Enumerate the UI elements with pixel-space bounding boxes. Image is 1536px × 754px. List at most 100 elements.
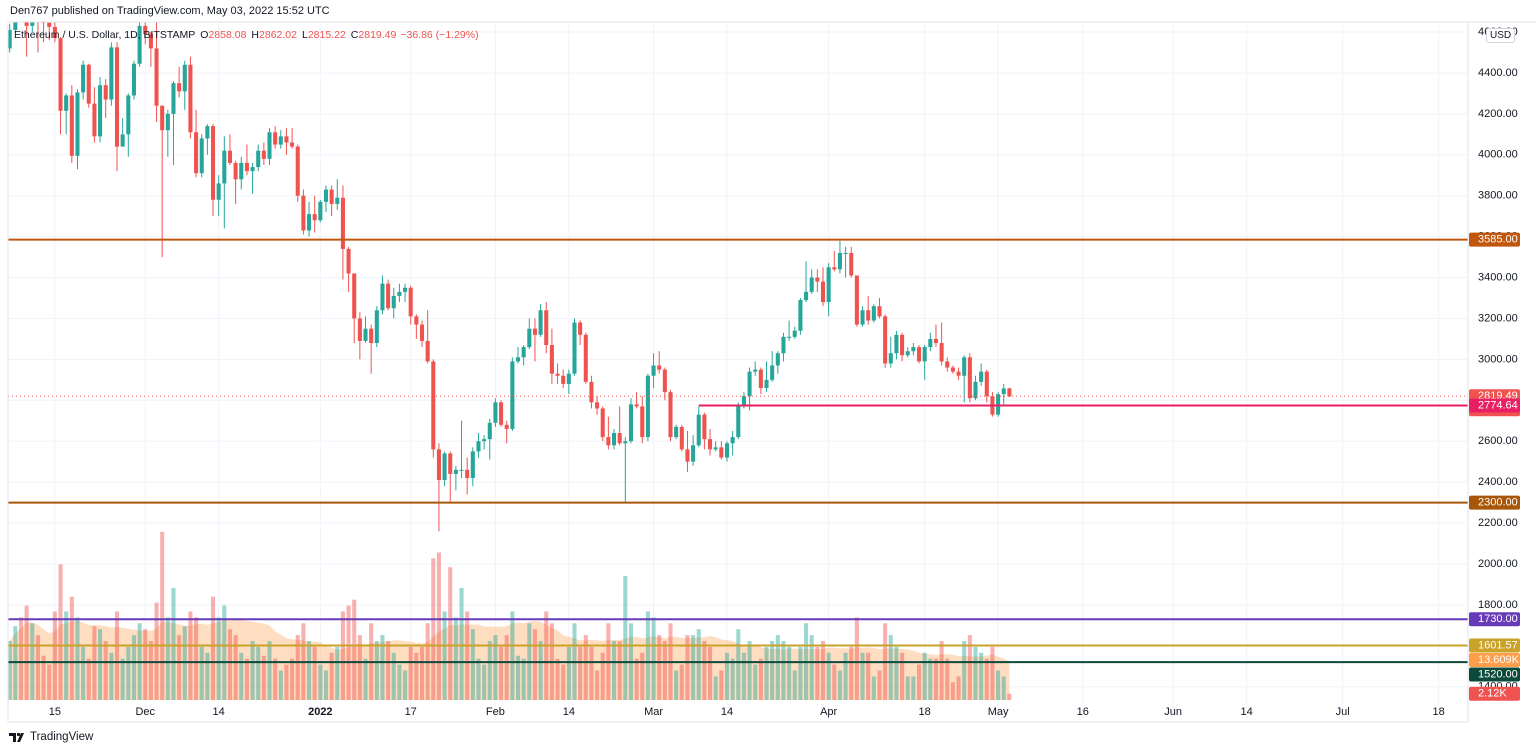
- volume-bar: [933, 658, 938, 700]
- candle-body: [521, 347, 526, 358]
- volume-bar: [854, 617, 859, 700]
- candle-body: [114, 47, 120, 147]
- volume-bar: [583, 635, 588, 700]
- candle-body: [939, 342, 944, 362]
- volume-bar: [691, 635, 696, 700]
- candle-body: [188, 64, 193, 133]
- candle-body: [453, 469, 458, 474]
- volume-bar: [391, 652, 396, 700]
- volume-bar: [267, 640, 272, 700]
- volume-bar: [431, 558, 436, 700]
- y-tick-label: 2400.00: [1478, 476, 1518, 488]
- volume-bar: [239, 652, 244, 700]
- y-tick-label: 4200.00: [1478, 108, 1518, 120]
- volume-bar: [702, 640, 707, 700]
- volume-bar: [493, 635, 498, 700]
- candle-body: [747, 371, 752, 397]
- candle-body: [1007, 388, 1012, 397]
- candle-body: [386, 283, 391, 309]
- level-label-box: [1469, 667, 1520, 682]
- candle-body: [804, 291, 809, 301]
- volume-bar: [962, 640, 967, 700]
- volume-bar: [453, 617, 458, 700]
- volume-bar: [397, 664, 402, 700]
- volume-bar: [47, 664, 52, 700]
- candle-body: [239, 162, 244, 180]
- candle-body: [374, 310, 379, 343]
- volume-bar: [837, 670, 842, 700]
- candle-body: [307, 214, 312, 231]
- volume-bar: [357, 635, 362, 700]
- candle-body: [724, 443, 730, 458]
- level-label-box: [1469, 398, 1520, 413]
- candle-body: [798, 300, 803, 331]
- y-tick-label: 2000.00: [1478, 558, 1518, 570]
- candle-body: [770, 365, 775, 380]
- volume-bar: [323, 670, 329, 700]
- candle-body: [323, 189, 329, 202]
- volume-bar: [724, 652, 730, 700]
- candle-body: [346, 248, 351, 274]
- volume-bar: [928, 658, 933, 700]
- ohlc-value: 2819.49: [358, 29, 397, 41]
- x-tick-label: 2022: [308, 706, 332, 718]
- candle-body: [549, 345, 554, 374]
- volume-bar: [499, 646, 504, 700]
- candle-body: [369, 328, 374, 343]
- volume-bar: [984, 658, 989, 700]
- candle-body: [250, 167, 255, 172]
- candle-body: [860, 310, 865, 325]
- volume-bar: [939, 640, 944, 700]
- candle-body: [787, 336, 792, 338]
- volume-bar: [538, 640, 543, 700]
- volume-bar: [566, 646, 571, 700]
- volume-bar: [504, 635, 509, 700]
- candle-body: [340, 197, 345, 249]
- volume-bar: [781, 640, 786, 700]
- candle-body: [781, 336, 786, 354]
- volume-label-box: [1469, 686, 1520, 701]
- candle-body: [623, 441, 628, 444]
- candle-body: [403, 287, 408, 292]
- volume-bar: [532, 629, 537, 700]
- volume-label: 13.609K: [1478, 654, 1520, 666]
- ohlc-value: 2815.22: [307, 29, 346, 41]
- candle-body: [843, 252, 848, 254]
- volume-bar: [476, 658, 481, 700]
- candle-body: [109, 47, 114, 100]
- x-tick-label: 14: [721, 706, 733, 718]
- x-tick-label: Apr: [820, 706, 837, 718]
- currency-button[interactable]: USD: [1486, 28, 1516, 43]
- candle-body: [64, 95, 69, 111]
- candle-body: [352, 273, 357, 319]
- candle-body: [849, 252, 854, 276]
- volume-bar: [600, 652, 605, 700]
- publish-info: Den767 published on TradingView.com, May…: [10, 5, 330, 17]
- x-tick-label: 16: [1077, 706, 1089, 718]
- volume-bar: [363, 658, 368, 700]
- y-tick-label: 3800.00: [1478, 190, 1518, 202]
- volume-bar: [250, 640, 255, 700]
- volume-bar: [436, 552, 441, 700]
- candle-body: [741, 396, 746, 407]
- volume-bar: [114, 611, 120, 700]
- candle-body: [290, 142, 295, 147]
- candle-body: [555, 373, 560, 376]
- candle-body: [820, 281, 826, 303]
- volume-bar: [284, 664, 289, 700]
- candle-body: [476, 441, 481, 452]
- volume-bar: [730, 658, 735, 700]
- x-tick-label: 18: [1433, 706, 1445, 718]
- volume-label: 2.12K: [1478, 688, 1507, 700]
- candle-body: [815, 277, 820, 282]
- candle-body: [538, 310, 543, 335]
- candle-body: [233, 162, 238, 180]
- y-tick-label: 2600.00: [1478, 435, 1518, 447]
- volume-bar: [199, 646, 204, 700]
- volume-bar: [894, 646, 899, 700]
- candle-body: [92, 103, 97, 137]
- x-tick-label: 14: [213, 706, 225, 718]
- x-tick-label: 15: [49, 706, 61, 718]
- volume-bar: [945, 658, 950, 700]
- candle-body: [589, 381, 594, 403]
